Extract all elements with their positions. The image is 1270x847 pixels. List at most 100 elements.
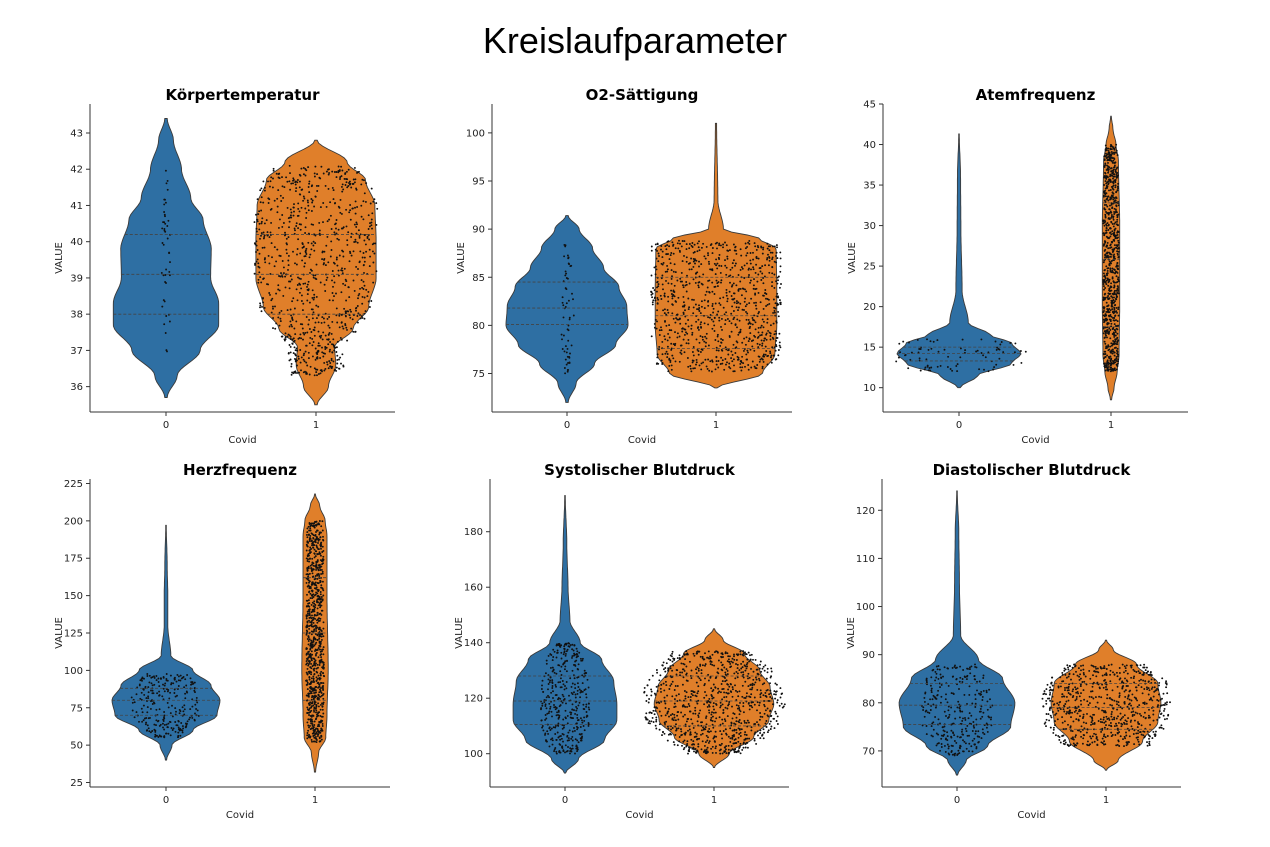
swarm-dot xyxy=(195,699,198,702)
swarm-dot xyxy=(257,281,260,284)
swarm-dot xyxy=(669,665,672,668)
swarm-dot xyxy=(1104,280,1107,283)
swarm-dot xyxy=(758,718,761,721)
swarm-dot xyxy=(361,316,364,319)
swarm-dot xyxy=(1109,355,1112,358)
swarm-dot xyxy=(336,264,339,267)
swarm-dot xyxy=(678,239,680,242)
swarm-dot xyxy=(347,168,350,171)
swarm-dot xyxy=(313,587,316,590)
swarm-dot xyxy=(687,752,689,755)
swarm-dot xyxy=(153,675,155,678)
swarm-dot xyxy=(369,202,372,205)
swarm-dot xyxy=(332,285,334,288)
swarm-dot xyxy=(150,676,153,679)
swarm-dot xyxy=(1112,281,1115,283)
swarm-dot xyxy=(1111,276,1114,279)
swarm-dot xyxy=(919,369,922,372)
swarm-dot xyxy=(1104,240,1107,243)
swarm-dot xyxy=(1109,368,1112,371)
swarm-dot xyxy=(308,734,311,736)
swarm-dot xyxy=(692,306,695,309)
swarm-dot xyxy=(297,337,300,340)
swarm-dot xyxy=(729,367,732,370)
swarm-dot xyxy=(181,706,184,709)
swarm-dot xyxy=(661,340,664,343)
swarm-dot xyxy=(1110,366,1113,369)
swarm-dot xyxy=(1117,247,1120,250)
swarm-dots-0 xyxy=(540,642,591,755)
swarm-dot xyxy=(769,350,772,353)
swarm-dot xyxy=(307,553,310,555)
swarm-dot xyxy=(679,277,682,280)
swarm-dot xyxy=(684,697,687,700)
swarm-dot xyxy=(724,720,727,722)
swarm-dot xyxy=(586,678,589,681)
swarm-dot xyxy=(654,273,657,276)
swarm-dot xyxy=(311,702,314,705)
swarm-dot xyxy=(320,560,323,563)
swarm-dot xyxy=(732,310,735,312)
swarm-dot xyxy=(1107,229,1110,231)
swarm-dot xyxy=(660,248,662,251)
swarm-dot xyxy=(150,682,153,685)
swarm-dot xyxy=(695,668,697,671)
swarm-dot xyxy=(571,682,574,685)
swarm-dot xyxy=(555,707,558,709)
swarm-dot xyxy=(313,720,316,723)
swarm-dot xyxy=(1107,165,1110,168)
swarm-dot xyxy=(255,244,258,247)
swarm-dot xyxy=(587,724,590,727)
swarm-dot xyxy=(746,746,749,749)
swarm-dot xyxy=(709,268,712,271)
swarm-dot xyxy=(308,557,311,560)
swarm-dot xyxy=(323,321,326,324)
swarm-dot xyxy=(313,702,316,704)
swarm-dot xyxy=(715,279,718,282)
swarm-dot xyxy=(1117,236,1119,239)
swarm-dot xyxy=(321,545,324,548)
swarm-dot xyxy=(338,358,340,361)
swarm-dot xyxy=(335,307,338,310)
swarm-dot xyxy=(163,203,166,206)
swarm-dot xyxy=(752,266,755,269)
swarm-dot xyxy=(661,250,664,253)
swarm-dot xyxy=(1024,350,1027,353)
swarm-dot xyxy=(554,694,557,697)
swarm-dot xyxy=(655,685,658,688)
swarm-dot xyxy=(683,333,686,336)
swarm-dot xyxy=(326,363,329,366)
swarm-dot xyxy=(313,605,316,608)
swarm-dot xyxy=(918,348,921,350)
swarm-dot xyxy=(315,741,318,744)
swarm-dot xyxy=(996,346,999,349)
swarm-dot xyxy=(274,305,276,308)
swarm-dot xyxy=(331,320,334,323)
swarm-dot xyxy=(1000,341,1003,343)
swarm-dot xyxy=(753,733,756,735)
swarm-dot xyxy=(166,179,169,182)
swarm-dot xyxy=(317,342,320,345)
swarm-dot xyxy=(1106,153,1109,156)
swarm-dot xyxy=(316,725,319,728)
swarm-dot xyxy=(170,682,173,685)
swarm-dot xyxy=(131,701,134,704)
swarm-dot xyxy=(648,720,651,723)
swarm-dot xyxy=(544,672,547,675)
swarm-dot xyxy=(1107,256,1110,259)
swarm-dot xyxy=(683,328,686,331)
swarm-dot xyxy=(665,279,667,282)
swarm-dot xyxy=(730,665,733,668)
swarm-dot xyxy=(344,184,347,186)
swarm-dot xyxy=(705,734,708,737)
swarm-dot xyxy=(557,722,560,725)
swarm-dot xyxy=(292,177,295,180)
swarm-dot xyxy=(327,338,330,341)
swarm-dot xyxy=(283,338,286,341)
swarm-dot xyxy=(567,257,570,259)
swarm-dot xyxy=(259,306,261,309)
swarm-dot xyxy=(135,693,138,696)
swarm-dot xyxy=(712,311,715,314)
swarm-dot xyxy=(726,257,729,260)
swarm-dot xyxy=(307,660,310,663)
